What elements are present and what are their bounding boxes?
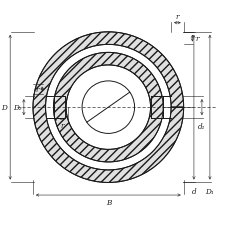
Text: B: B [105,198,111,206]
Text: r: r [175,13,178,21]
Polygon shape [53,97,65,119]
Text: r: r [194,35,198,43]
Circle shape [82,82,134,134]
Text: D: D [2,104,7,112]
Polygon shape [53,53,162,162]
Text: d₁: d₁ [197,123,205,131]
Text: r: r [60,122,64,130]
Text: D₁: D₁ [205,187,213,195]
Polygon shape [33,33,183,183]
Text: D₂: D₂ [13,104,22,112]
Polygon shape [151,97,162,119]
Text: d: d [191,187,195,195]
Text: r: r [36,85,39,93]
